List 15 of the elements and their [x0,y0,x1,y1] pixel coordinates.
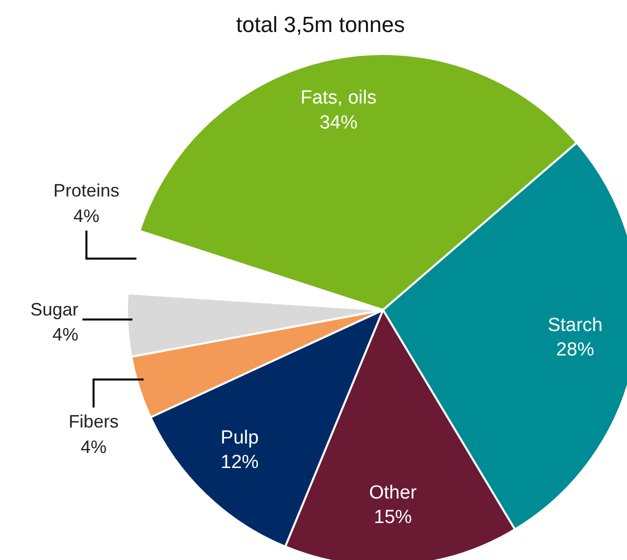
slice-label: Fibers [68,412,119,432]
slice-label: Proteins [53,180,120,201]
slice-label: Starch [548,314,603,336]
data-label: 4% [52,324,78,345]
data-label: 34% [319,112,358,134]
slice-label: Sugar [30,300,78,320]
chart-title: total 3,5m tonnes [235,12,406,38]
data-label: 28% [556,340,594,361]
data-label: 4% [73,206,100,226]
slice-label: Pulp [220,427,259,448]
data-label: 15% [374,507,412,528]
data-label: 4% [80,436,107,457]
data-label: 12% [220,452,259,474]
slice-label: Fats, oils [300,88,377,109]
slice-label: Other [369,482,418,504]
